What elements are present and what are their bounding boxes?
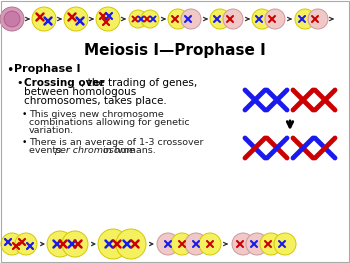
Ellipse shape	[98, 229, 128, 259]
Text: •: •	[6, 64, 13, 77]
Ellipse shape	[64, 7, 88, 31]
Text: •: •	[22, 138, 27, 147]
Ellipse shape	[260, 233, 282, 255]
Ellipse shape	[246, 233, 268, 255]
Text: •: •	[22, 110, 27, 119]
Ellipse shape	[4, 11, 20, 27]
Ellipse shape	[129, 10, 147, 28]
Ellipse shape	[210, 9, 230, 29]
Ellipse shape	[252, 9, 272, 29]
Text: combinations allowing for genetic: combinations allowing for genetic	[29, 118, 190, 127]
Ellipse shape	[116, 229, 146, 259]
Text: events: events	[29, 146, 64, 155]
Ellipse shape	[141, 10, 159, 28]
Ellipse shape	[181, 9, 201, 29]
Text: Crossing over: Crossing over	[24, 78, 105, 88]
Text: There is an average of 1-3 crossover: There is an average of 1-3 crossover	[29, 138, 203, 147]
Ellipse shape	[185, 233, 207, 255]
Ellipse shape	[62, 231, 88, 257]
Ellipse shape	[232, 233, 254, 255]
Ellipse shape	[223, 9, 243, 29]
Ellipse shape	[47, 231, 73, 257]
Ellipse shape	[265, 9, 285, 29]
Ellipse shape	[274, 233, 296, 255]
Ellipse shape	[295, 9, 315, 29]
Text: , the trading of genes,: , the trading of genes,	[80, 78, 197, 88]
Text: between homologous: between homologous	[24, 87, 136, 97]
Ellipse shape	[0, 7, 24, 31]
Ellipse shape	[171, 233, 193, 255]
Text: per chromosome: per chromosome	[54, 146, 135, 155]
Text: This gives new chromosome: This gives new chromosome	[29, 110, 164, 119]
Ellipse shape	[168, 9, 188, 29]
Text: •: •	[16, 78, 22, 88]
Text: Meiosis I—Prophase I: Meiosis I—Prophase I	[84, 43, 266, 58]
Text: variation.: variation.	[29, 126, 74, 135]
Ellipse shape	[199, 233, 221, 255]
Ellipse shape	[96, 7, 120, 31]
Ellipse shape	[308, 9, 328, 29]
Text: Prophase I: Prophase I	[14, 64, 80, 74]
Ellipse shape	[157, 233, 179, 255]
Text: chromosomes, takes place.: chromosomes, takes place.	[24, 96, 167, 106]
Ellipse shape	[15, 233, 37, 255]
Text: in humans.: in humans.	[100, 146, 156, 155]
Ellipse shape	[1, 233, 23, 255]
Ellipse shape	[32, 7, 56, 31]
